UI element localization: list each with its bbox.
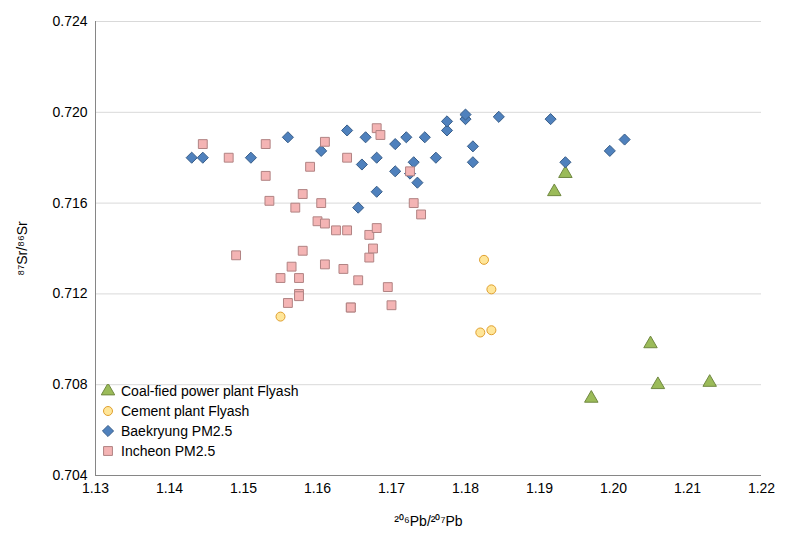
svg-text:1.22: 1.22: [748, 480, 775, 496]
svg-text:0.712: 0.712: [52, 285, 87, 301]
html-text:Coal-fied power plant Flyash: Coal-fied power plant Flyash: [121, 383, 299, 399]
html-text:Cement plant Flyash: Cement plant Flyash: [121, 403, 250, 419]
svg-text:0.708: 0.708: [52, 376, 87, 392]
html-text:Incheon PM2.5: Incheon PM2.5: [121, 443, 216, 459]
svg-text:1.17: 1.17: [378, 480, 405, 496]
svg-text:1.16: 1.16: [304, 480, 331, 496]
svg-text:0.704: 0.704: [52, 467, 87, 483]
svg-text:1.15: 1.15: [230, 480, 257, 496]
svg-text:⁸⁷Sr/⁸⁶Sr: ⁸⁷Sr/⁸⁶Sr: [14, 221, 30, 276]
svg-text:1.21: 1.21: [674, 480, 701, 496]
svg-text:0.724: 0.724: [52, 13, 87, 29]
html-text:Baekryung PM2.5: Baekryung PM2.5: [121, 423, 233, 439]
svg-text:1.20: 1.20: [600, 480, 627, 496]
svg-text:²⁰⁶Pb/²⁰⁷Pb: ²⁰⁶Pb/²⁰⁷Pb: [394, 513, 463, 529]
svg-text:0.720: 0.720: [52, 104, 87, 120]
svg-text:0.716: 0.716: [52, 195, 87, 211]
svg-text:1.18: 1.18: [452, 480, 479, 496]
svg-text:1.13: 1.13: [81, 480, 110, 497]
svg-text:1.19: 1.19: [526, 480, 553, 496]
svg-text:1.14: 1.14: [156, 480, 183, 496]
